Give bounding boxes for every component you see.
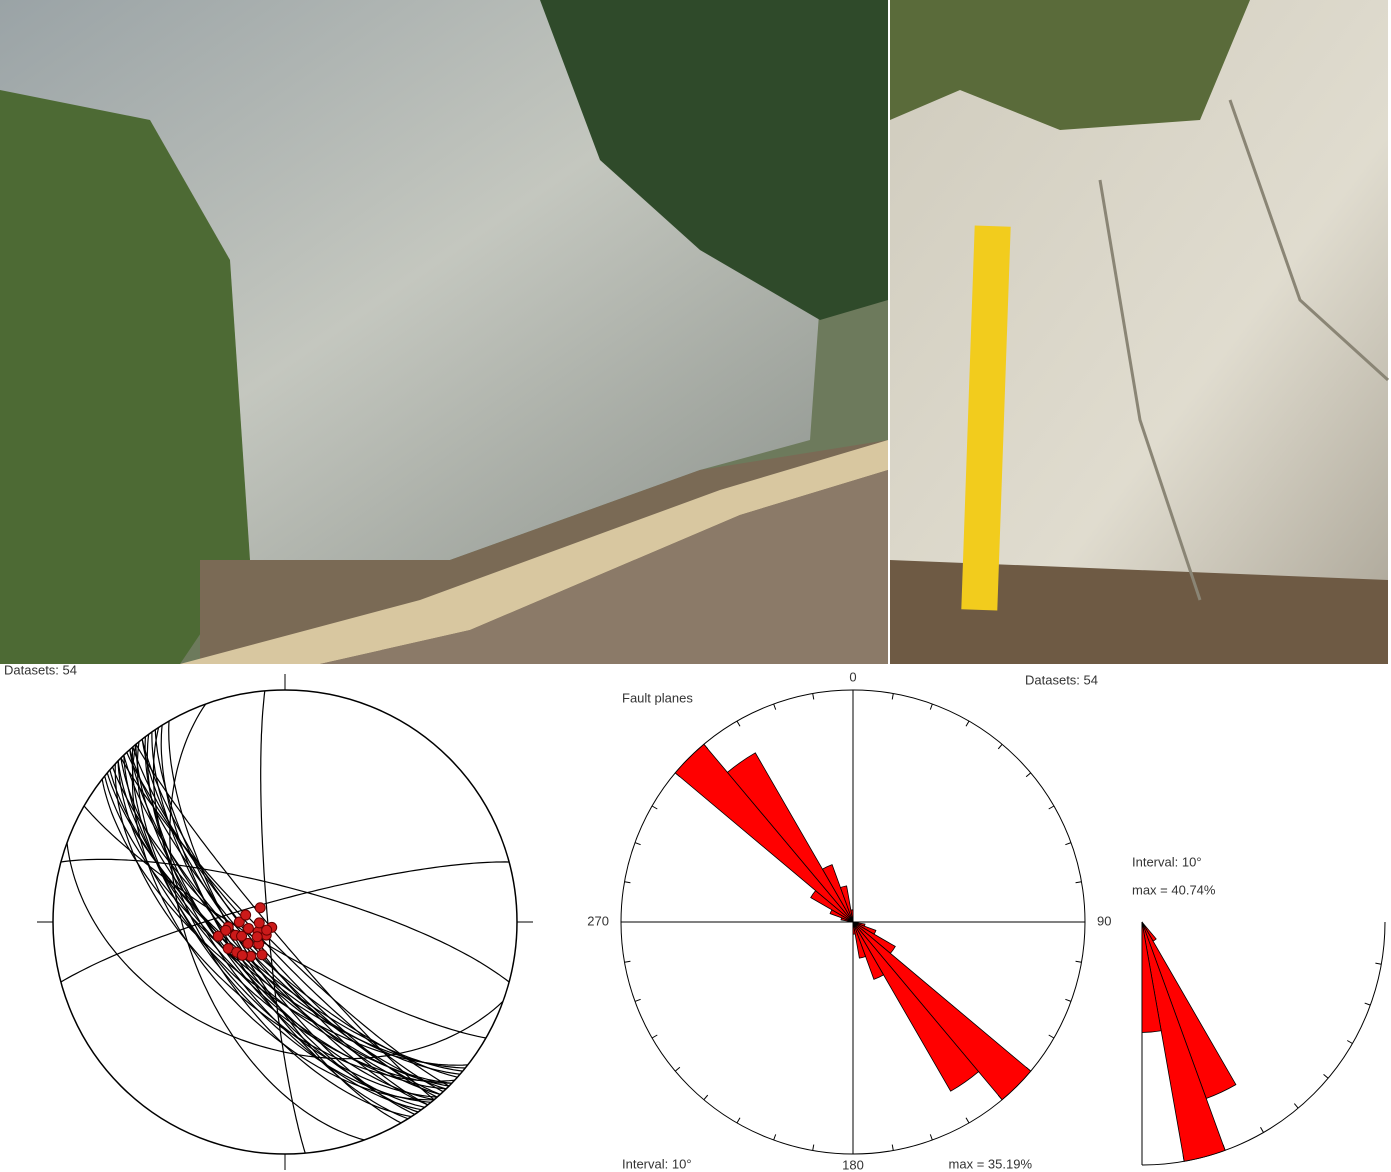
great-circle bbox=[106, 772, 463, 1072]
rose-tick bbox=[812, 693, 815, 700]
rose-petal bbox=[850, 909, 854, 923]
great-circle bbox=[83, 805, 487, 1039]
great-circle bbox=[117, 760, 452, 1084]
lineation bbox=[242, 922, 254, 934]
interval-label: Interval: 10° bbox=[1132, 854, 1202, 869]
rose-petal bbox=[726, 752, 854, 923]
great-circle bbox=[129, 749, 441, 1095]
rose-tick bbox=[1048, 1034, 1055, 1039]
lineation bbox=[253, 917, 265, 929]
rose-tick bbox=[929, 703, 933, 710]
dip-petal bbox=[1141, 921, 1162, 1033]
rose-tick bbox=[812, 1144, 815, 1151]
max-label: max = 40.74% bbox=[1132, 882, 1216, 897]
dip-petal bbox=[1141, 921, 1226, 1162]
rose-tick bbox=[773, 703, 777, 710]
rose-petal bbox=[852, 921, 1032, 1101]
dip-rose: Interval: 10° max = 40.74% 090 bbox=[1132, 854, 1386, 1172]
direction-label: 90 bbox=[1097, 913, 1111, 928]
stereonet: Datasets: 54 bbox=[4, 662, 533, 1170]
rose-tick bbox=[634, 998, 641, 1002]
rose-tick bbox=[1075, 960, 1082, 963]
lineation bbox=[236, 949, 248, 961]
rose-tick bbox=[965, 1117, 970, 1124]
rose-diagram: Fault planes Datasets: 54 Interval: 10° … bbox=[587, 669, 1111, 1172]
rose-tick bbox=[651, 805, 658, 810]
rose-petal bbox=[821, 864, 854, 923]
rose-petal bbox=[674, 743, 854, 923]
dip-tick bbox=[1293, 1103, 1299, 1109]
great-circle bbox=[60, 861, 510, 983]
great-circle bbox=[117, 760, 452, 1084]
rose-tick bbox=[965, 720, 970, 727]
great-circle bbox=[104, 775, 466, 1069]
dip-tick bbox=[1323, 1073, 1329, 1079]
lineation bbox=[256, 949, 268, 961]
dip-label: 90 bbox=[1135, 1170, 1149, 1172]
rose-tick bbox=[929, 1134, 933, 1141]
rose-tick bbox=[624, 960, 631, 963]
rose-tick bbox=[674, 1066, 681, 1072]
great-circle bbox=[154, 729, 415, 1115]
lineation bbox=[242, 937, 254, 949]
datasets-label: Datasets: 54 bbox=[1025, 672, 1098, 687]
lineation bbox=[240, 909, 252, 921]
lineation bbox=[251, 931, 263, 943]
rose-tick bbox=[736, 1117, 741, 1124]
rose-tick bbox=[703, 1094, 709, 1101]
photo-fault-surface bbox=[890, 0, 1390, 664]
rose-petal bbox=[852, 921, 856, 935]
direction-label: 270 bbox=[587, 913, 609, 928]
rose-petal bbox=[852, 921, 980, 1092]
photo-outcrop bbox=[0, 0, 888, 664]
rose-tick bbox=[1075, 881, 1082, 884]
lineation bbox=[233, 916, 245, 928]
rose-tick bbox=[1048, 805, 1055, 810]
lineation bbox=[212, 930, 224, 942]
lineation bbox=[254, 902, 266, 914]
rose-tick bbox=[1065, 842, 1072, 846]
rose-tick bbox=[634, 842, 641, 846]
great-circle bbox=[169, 703, 365, 1141]
rose-petal bbox=[852, 921, 885, 980]
great-circle bbox=[129, 749, 441, 1095]
dip-tick bbox=[1364, 1002, 1371, 1006]
great-circle bbox=[144, 736, 425, 1108]
great-circle bbox=[260, 690, 306, 1154]
rose-tick bbox=[891, 693, 894, 700]
direction-label: 180 bbox=[842, 1157, 864, 1172]
rose-tick bbox=[736, 720, 741, 727]
primitive-circle bbox=[52, 689, 518, 1155]
great-circle bbox=[60, 858, 510, 983]
rose-petal bbox=[839, 885, 854, 923]
great-circle bbox=[114, 763, 455, 1082]
lineation bbox=[220, 924, 232, 936]
great-circle bbox=[151, 732, 419, 1113]
great-circle bbox=[66, 842, 504, 1060]
rose-tick bbox=[997, 743, 1003, 750]
interval-label: Interval: 10° bbox=[622, 1156, 692, 1171]
dip-tick bbox=[1260, 1126, 1264, 1133]
rose-tick bbox=[651, 1034, 658, 1039]
rose-tick bbox=[773, 1134, 777, 1141]
max-label: max = 35.19% bbox=[949, 1156, 1033, 1171]
datasets-label: Datasets: 54 bbox=[4, 662, 77, 677]
rose-tick bbox=[1025, 772, 1032, 778]
great-circle bbox=[131, 746, 438, 1098]
rose-tick bbox=[624, 881, 631, 884]
lineation bbox=[261, 924, 273, 936]
rose-title: Fault planes bbox=[622, 690, 693, 705]
dip-tick bbox=[1375, 962, 1382, 965]
rose-tick bbox=[891, 1144, 894, 1151]
rose-tick bbox=[1065, 998, 1072, 1002]
great-circle bbox=[152, 727, 412, 1118]
direction-label: 0 bbox=[849, 669, 856, 684]
dip-tick bbox=[1346, 1040, 1353, 1044]
lineation bbox=[236, 930, 248, 942]
rose-petal bbox=[852, 921, 867, 959]
great-circle bbox=[168, 721, 402, 1124]
